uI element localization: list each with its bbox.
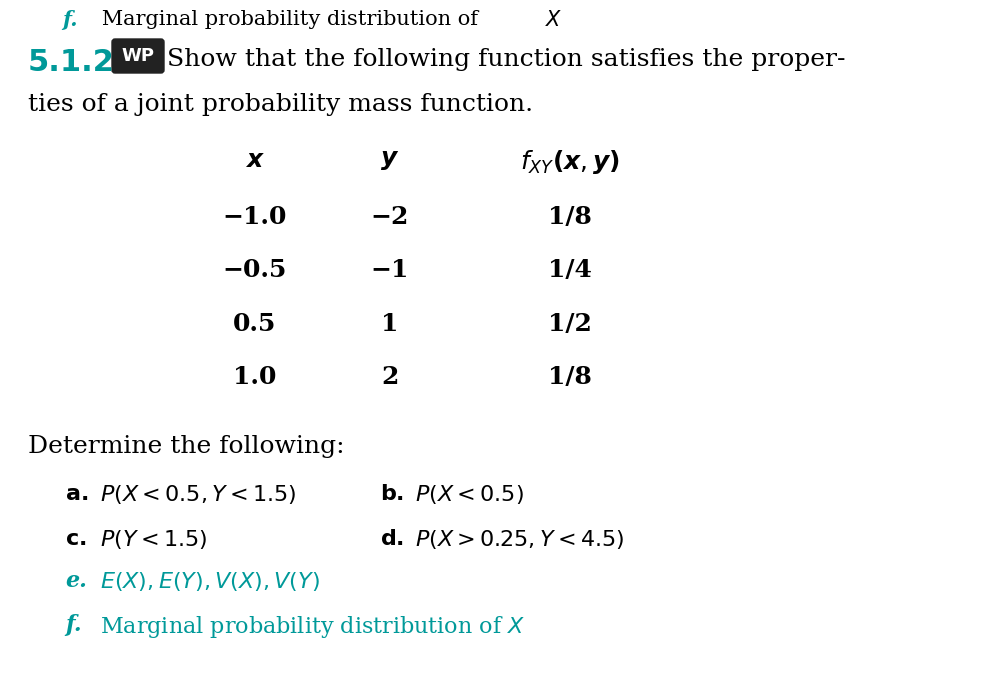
Text: $\boldsymbol{f_{XY}(x, y)}$: $\boldsymbol{f_{XY}(x, y)}$ xyxy=(520,148,620,176)
Text: 2: 2 xyxy=(382,365,399,389)
Text: WP: WP xyxy=(121,47,154,65)
Text: $\mathbf{a.}$: $\mathbf{a.}$ xyxy=(65,483,88,505)
Text: $P(X < 0.5, Y < 1.5)$: $P(X < 0.5, Y < 1.5)$ xyxy=(100,483,296,506)
Text: $\bfit{y}$: $\bfit{y}$ xyxy=(381,148,400,172)
Text: Marginal probability distribution of $X$: Marginal probability distribution of $X$ xyxy=(100,614,525,640)
Text: f.: f. xyxy=(62,10,78,30)
Text: $\mathbf{c.}$: $\mathbf{c.}$ xyxy=(65,528,86,550)
Text: 1/8: 1/8 xyxy=(548,365,592,389)
Text: 1/4: 1/4 xyxy=(548,258,592,282)
Text: Determine the following:: Determine the following: xyxy=(28,435,345,458)
Text: 1.0: 1.0 xyxy=(234,365,276,389)
Text: $P(X < 0.5)$: $P(X < 0.5)$ xyxy=(415,483,524,506)
Text: −1.0: −1.0 xyxy=(223,205,287,229)
Text: −1: −1 xyxy=(371,258,410,282)
Text: $\bfit{x}$: $\bfit{x}$ xyxy=(246,148,265,172)
Text: 1/2: 1/2 xyxy=(548,312,592,336)
Text: 0.5: 0.5 xyxy=(234,312,276,336)
Text: $X$: $X$ xyxy=(545,10,563,30)
FancyBboxPatch shape xyxy=(112,39,164,73)
Text: f.: f. xyxy=(65,614,82,636)
Text: 1/8: 1/8 xyxy=(548,205,592,229)
Text: $\mathbf{d.}$: $\mathbf{d.}$ xyxy=(380,528,404,550)
Text: e.: e. xyxy=(65,570,86,592)
Text: −0.5: −0.5 xyxy=(223,258,287,282)
Text: −2: −2 xyxy=(371,205,410,229)
Text: 1: 1 xyxy=(382,312,399,336)
Text: $\mathbf{b.}$: $\mathbf{b.}$ xyxy=(380,483,404,505)
Text: Marginal probability distribution of: Marginal probability distribution of xyxy=(82,10,485,29)
Text: $E(X), E(Y), V(X), V(Y)$: $E(X), E(Y), V(X), V(Y)$ xyxy=(100,570,320,593)
Text: Show that the following function satisfies the proper-: Show that the following function satisfi… xyxy=(167,48,846,71)
Text: 5.1.2: 5.1.2 xyxy=(28,48,115,77)
Text: ties of a joint probability mass function.: ties of a joint probability mass functio… xyxy=(28,93,533,116)
Text: $P(X > 0.25, Y < 4.5)$: $P(X > 0.25, Y < 4.5)$ xyxy=(415,528,624,551)
Text: $P(Y < 1.5)$: $P(Y < 1.5)$ xyxy=(100,528,207,551)
